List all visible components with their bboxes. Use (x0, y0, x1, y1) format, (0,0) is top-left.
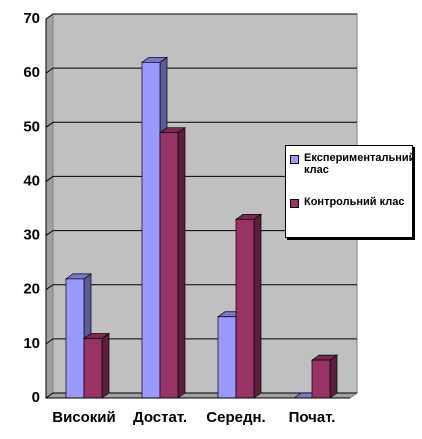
y-tick-label: 50 (23, 118, 40, 135)
bar (217, 316, 237, 399)
legend-swatch (290, 155, 299, 164)
y-tick-label: 30 (23, 227, 40, 244)
x-tick-label: Високий (52, 409, 116, 426)
legend-item: Експериментальний клас (290, 152, 415, 176)
legend-label: Контрольний клас (304, 196, 405, 208)
legend-swatch (290, 199, 299, 208)
y-tick-label: 40 (23, 172, 40, 189)
bar-side (253, 213, 262, 399)
x-tick-label: Почат. (289, 409, 336, 426)
bar-side (101, 332, 110, 399)
y-tick-label: 0 (32, 389, 40, 406)
grid-line (45, 67, 357, 74)
bar (311, 359, 331, 399)
grid-line (45, 175, 357, 182)
bar-side (177, 127, 186, 399)
grid-line (45, 13, 357, 20)
legend-item: Контрольний клас (290, 196, 408, 208)
x-tick-label: Достат. (133, 409, 187, 426)
bar (235, 218, 255, 399)
legend-label: Експериментальний клас (304, 152, 416, 176)
y-tick-label: 20 (23, 281, 40, 298)
x-tick-label: Середн. (206, 409, 265, 426)
legend: Експериментальний клас Контрольний клас (285, 145, 415, 238)
bar (159, 132, 179, 399)
bar (65, 278, 85, 399)
side-wall (45, 13, 54, 399)
y-tick-label: 60 (23, 64, 40, 81)
y-tick-label: 10 (23, 335, 40, 352)
bar-side (329, 354, 338, 399)
grid-line (45, 121, 357, 128)
y-tick-label: 70 (23, 10, 40, 27)
bar (83, 338, 103, 399)
bar (141, 61, 161, 399)
